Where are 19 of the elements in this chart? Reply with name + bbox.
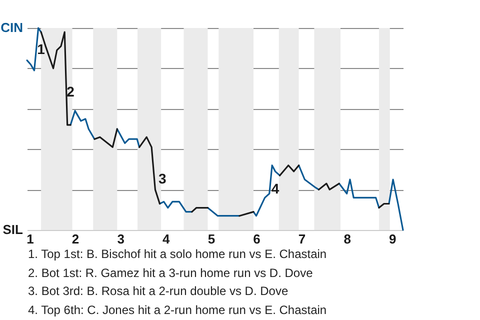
annotation: 3 [158,170,167,186]
annotation: 4 [271,180,280,197]
annotation: 2 [66,84,75,100]
annotation: 1 [37,41,46,58]
x-tick-label: 7 [298,232,306,246]
x-tick-label: 1 [26,232,34,246]
x-tick-label: 3 [117,232,124,246]
text: 4. Top 6th: C. Jones hit a 2-run home run vs E. Chastain [28,302,327,318]
x-tick-label: 5 [208,232,216,246]
x-tick-label: 8 [344,232,351,246]
text: CIN [0,20,23,35]
x-tick-label: 4 [162,232,171,246]
text: 2. Bot 1st: R. Gamez hit a 3-run home run vs D. Dove [28,264,314,282]
x-tick-label: 6 [253,232,260,246]
text: 3. Bot 3rd: B. Rosa hit a 2-run double vs D. Dove [28,283,290,300]
text: 1. Top 1st: B. Bischof hit a solo home run vs E. Chastain [28,246,327,263]
text: SIL [2,222,24,237]
x-tick-label: 9 [389,232,396,246]
x-tick-label: 2 [72,232,80,246]
